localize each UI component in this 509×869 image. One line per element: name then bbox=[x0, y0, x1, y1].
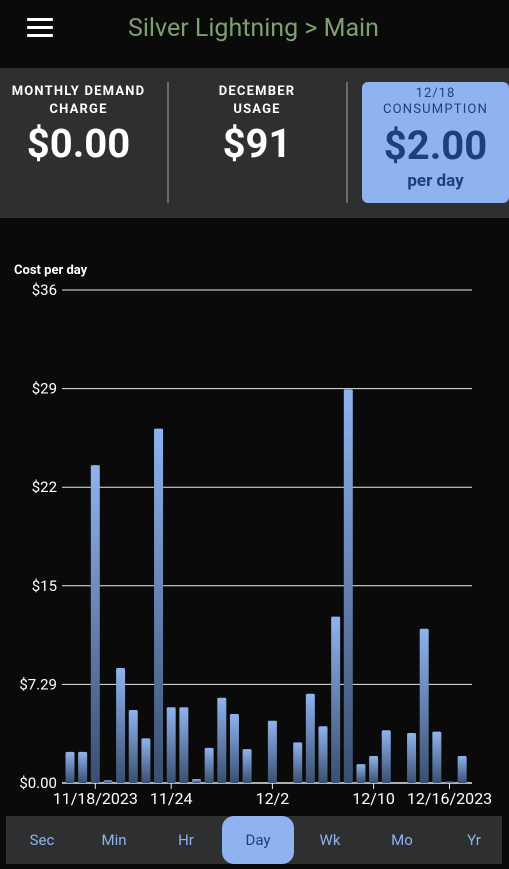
tab-day[interactable]: Day bbox=[222, 816, 294, 864]
consumption-card[interactable]: 12/18 CONSUMPTION $2.00 per day bbox=[362, 82, 509, 203]
tab-mo[interactable]: Mo bbox=[391, 831, 413, 849]
bar[interactable] bbox=[457, 755, 467, 783]
consumption-value: $2.00 bbox=[383, 122, 488, 169]
usage-label-2: USAGE bbox=[233, 102, 281, 117]
bar[interactable] bbox=[407, 732, 417, 783]
chart-title: Cost per day bbox=[14, 263, 88, 278]
bar[interactable] bbox=[242, 749, 252, 783]
card-divider bbox=[167, 82, 169, 203]
tab-min[interactable]: Min bbox=[101, 831, 127, 849]
y-tick-label: $15 bbox=[32, 577, 57, 595]
monthly-demand-label-1: MONTHLY DEMAND bbox=[11, 84, 146, 99]
bar[interactable] bbox=[229, 714, 239, 783]
bar[interactable] bbox=[204, 747, 214, 783]
bar[interactable] bbox=[103, 780, 113, 783]
x-tick-label: 11/18/2023 bbox=[53, 789, 138, 808]
monthly-demand-card: MONTHLY DEMAND CHARGE $0.00 bbox=[0, 68, 157, 218]
bar[interactable] bbox=[90, 465, 100, 783]
bar[interactable] bbox=[343, 389, 353, 783]
bar[interactable] bbox=[141, 738, 151, 783]
bar[interactable] bbox=[78, 751, 88, 783]
consumption-label: CONSUMPTION bbox=[382, 102, 489, 117]
app-header: Silver Lightning > Main bbox=[0, 0, 509, 58]
y-tick-label: $22 bbox=[32, 478, 57, 496]
x-tick-label: 12/2 bbox=[256, 789, 290, 808]
x-tick-label: 12/10 bbox=[352, 789, 395, 808]
bar[interactable] bbox=[381, 730, 391, 783]
bar[interactable] bbox=[293, 742, 303, 783]
card-divider bbox=[346, 82, 348, 203]
bar[interactable] bbox=[356, 764, 366, 783]
bar[interactable] bbox=[166, 707, 176, 783]
monthly-demand-label-2: CHARGE bbox=[49, 102, 108, 117]
usage-card: DECEMBER USAGE $91 bbox=[175, 68, 339, 218]
y-tick-label: $0.00 bbox=[19, 774, 57, 792]
bar[interactable] bbox=[445, 781, 454, 783]
period-tab-bar: Sec Min Hr Day Wk Mo Yr bbox=[6, 816, 502, 864]
bar[interactable] bbox=[305, 693, 315, 783]
consumption-date: 12/18 bbox=[415, 86, 456, 101]
bar[interactable] bbox=[179, 707, 189, 783]
summary-cards: MONTHLY DEMAND CHARGE $0.00 DECEMBER USA… bbox=[0, 68, 509, 218]
bar[interactable] bbox=[116, 668, 126, 783]
bar[interactable] bbox=[369, 755, 379, 783]
bar[interactable] bbox=[318, 726, 328, 783]
bar[interactable] bbox=[65, 751, 75, 783]
bar[interactable] bbox=[217, 697, 227, 783]
consumption-unit: per day bbox=[407, 171, 464, 191]
page-title: Silver Lightning > Main bbox=[128, 14, 379, 43]
x-tick-label: 11/24 bbox=[150, 789, 193, 808]
cost-per-day-chart: Cost per day $0.00 $7.29 $15 $22 $29 $36 11/1… bbox=[14, 263, 492, 808]
monthly-demand-value: $0.00 bbox=[26, 120, 131, 167]
bar[interactable] bbox=[419, 628, 429, 783]
y-tick-label: $7.29 bbox=[19, 675, 57, 693]
hamburger-menu-icon[interactable] bbox=[27, 18, 53, 38]
usage-label-1: DECEMBER bbox=[218, 84, 296, 99]
bar[interactable] bbox=[432, 731, 442, 783]
y-tick-label: $29 bbox=[32, 380, 57, 398]
usage-value: $91 bbox=[222, 120, 292, 167]
x-tick-label: 12/16/2023 bbox=[407, 789, 492, 808]
y-tick-label: $36 bbox=[32, 281, 57, 299]
bar[interactable] bbox=[331, 616, 341, 783]
bar[interactable] bbox=[128, 709, 138, 783]
bar[interactable] bbox=[154, 428, 164, 783]
bar[interactable] bbox=[192, 778, 201, 783]
tab-yr[interactable]: Yr bbox=[467, 831, 481, 849]
tab-hr[interactable]: Hr bbox=[178, 831, 194, 849]
tab-sec[interactable]: Sec bbox=[29, 831, 55, 849]
tab-wk[interactable]: Wk bbox=[319, 831, 341, 849]
bar[interactable] bbox=[267, 720, 277, 783]
